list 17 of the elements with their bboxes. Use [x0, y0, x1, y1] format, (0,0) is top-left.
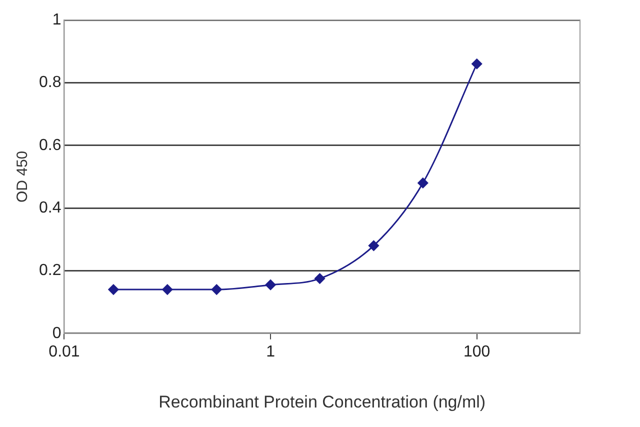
- point: [368, 240, 379, 251]
- y-tick-label: 0.2: [38, 262, 62, 280]
- point: [472, 58, 482, 70]
- y-tick-label: 0.8: [38, 74, 62, 92]
- point: [108, 284, 119, 295]
- x-tick-label: 100: [463, 343, 490, 360]
- x-tick-label: 1: [266, 343, 276, 360]
- x-axis-title: Recombinant Protein Concentration (ng/ml): [158, 392, 486, 412]
- point: [211, 284, 222, 295]
- y-axis-title: OD 450: [14, 150, 32, 203]
- point: [314, 273, 326, 284]
- point: [265, 280, 276, 290]
- x-tick-label: 0.01: [48, 343, 80, 360]
- y-tick-label: 1: [52, 11, 62, 28]
- y-tick-label: 0: [52, 324, 62, 342]
- y-tick-label: 0.4: [38, 199, 62, 216]
- y-tick-label: 0.6: [38, 136, 62, 154]
